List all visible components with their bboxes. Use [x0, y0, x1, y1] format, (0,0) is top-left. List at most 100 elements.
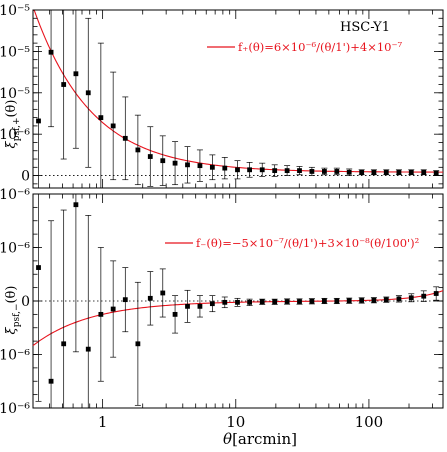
x-tick-label: 100 — [355, 413, 384, 431]
y-tick-label: 0 — [21, 169, 30, 185]
data-point — [122, 297, 128, 303]
bottom-y-ticks: −4×10⁻⁶ −2×10⁻⁶ 0 2×10⁻⁶ 4×10⁻⁶ — [0, 187, 443, 417]
data-point — [110, 306, 116, 312]
data-point — [61, 82, 67, 87]
data-point — [209, 301, 215, 307]
top-y-ticks: 0 5×10⁻⁶ 10⁻⁵ 1.5×10⁻⁵ 2×10⁻⁵ — [0, 3, 443, 185]
x-label-main: θ — [223, 430, 232, 448]
data-point — [309, 169, 315, 174]
data-point — [334, 169, 340, 174]
data-point — [272, 299, 278, 305]
bottom-y-label-main: ξ — [4, 326, 19, 334]
y-tick-label: 10⁻⁵ — [0, 86, 30, 102]
data-point — [98, 311, 104, 317]
y-tick-label: 5×10⁻⁶ — [0, 127, 30, 143]
data-point — [259, 299, 265, 305]
data-point — [222, 299, 228, 305]
y-tick-label: 1.5×10⁻⁵ — [0, 44, 30, 60]
top-y-axis-label: ξpsf,+(θ) — [4, 100, 22, 149]
data-point — [396, 296, 402, 302]
data-point — [371, 297, 377, 303]
model-curve-path — [32, 290, 444, 347]
x-tick-label: 10 — [226, 413, 245, 431]
data-point — [235, 167, 240, 173]
data-point — [85, 90, 91, 96]
data-point — [172, 311, 178, 317]
bottom-panel: 1 10 100 −4×10⁻⁶ −2×10⁻⁶ 0 2×10⁻⁶ 4×10⁻⁶ f₋(θ)… — [0, 187, 444, 448]
data-point — [185, 303, 190, 309]
top-annotation: HSC-Y1 — [340, 20, 390, 35]
data-point — [383, 297, 389, 303]
data-point — [334, 298, 340, 304]
top-error-bars — [35, 9, 440, 188]
data-point — [147, 295, 153, 301]
data-point — [297, 168, 302, 174]
data-point — [408, 169, 414, 175]
bottom-y-label-sub: psf,− — [12, 304, 22, 328]
data-point — [433, 291, 439, 296]
data-point — [73, 202, 79, 208]
data-point — [73, 71, 79, 77]
data-point — [346, 298, 352, 304]
bottom-model-label: f₋(θ)=−5×10⁻⁷/(θ/1')+3×10⁻⁸(θ/100')² — [196, 236, 419, 250]
bottom-data-points — [36, 202, 439, 384]
data-point — [396, 169, 402, 175]
data-point — [110, 123, 116, 129]
data-point — [297, 299, 302, 304]
data-point — [185, 162, 190, 168]
y-tick-label: −2×10⁻⁶ — [0, 348, 30, 364]
data-point — [135, 147, 141, 153]
data-point — [209, 164, 215, 170]
top-x-ticks — [32, 10, 433, 188]
data-point — [160, 290, 166, 296]
data-point — [321, 298, 327, 304]
data-point — [272, 168, 278, 174]
data-point — [247, 299, 252, 305]
data-point — [36, 118, 41, 124]
y-tick-label: 2×10⁻⁶ — [0, 241, 30, 257]
data-point — [284, 168, 290, 174]
data-point — [222, 165, 228, 171]
x-tick-label: 1 — [98, 413, 108, 431]
data-point — [359, 169, 365, 175]
data-point — [122, 135, 128, 141]
x-axis-label: θ[arcmin] — [223, 430, 297, 448]
data-point — [160, 158, 166, 164]
data-point — [48, 378, 54, 384]
y-tick-label: 4×10⁻⁶ — [0, 187, 30, 203]
data-point — [408, 295, 414, 301]
data-point — [346, 169, 352, 175]
data-point — [61, 341, 67, 347]
data-point — [247, 167, 252, 173]
bottom-x-ticks: 1 10 100 — [32, 194, 433, 431]
data-point — [197, 303, 203, 309]
data-point — [359, 298, 365, 303]
data-point — [98, 115, 104, 121]
bottom-y-label-arg: (θ) — [4, 286, 19, 304]
data-point — [172, 160, 178, 166]
y-tick-label: 2×10⁻⁵ — [0, 3, 30, 19]
top-y-label-main: ξ — [4, 140, 19, 148]
bottom-y-axis-label: ξpsf,−(θ) — [4, 286, 22, 335]
data-point — [147, 154, 153, 159]
data-point — [48, 49, 54, 55]
top-y-label-sub: psf,+ — [12, 118, 22, 142]
data-point — [421, 169, 427, 175]
data-point — [259, 167, 265, 173]
top-model-label: f₊(θ)=6×10⁻⁶/(θ/1')+4×10⁻⁷ — [238, 40, 403, 54]
top-plot-frame — [32, 9, 444, 189]
top-y-label-arg: (θ) — [4, 100, 19, 118]
data-point — [284, 299, 290, 304]
data-point — [85, 346, 91, 352]
y-tick-label: 0 — [21, 294, 30, 310]
data-point — [421, 293, 427, 299]
data-point — [383, 169, 389, 175]
data-point — [433, 170, 439, 176]
data-point — [197, 163, 203, 169]
y-tick-label: −4×10⁻⁶ — [0, 401, 30, 417]
data-point — [36, 265, 41, 270]
data-point — [235, 299, 240, 305]
data-point — [371, 169, 377, 175]
bottom-model-curve — [32, 290, 444, 347]
